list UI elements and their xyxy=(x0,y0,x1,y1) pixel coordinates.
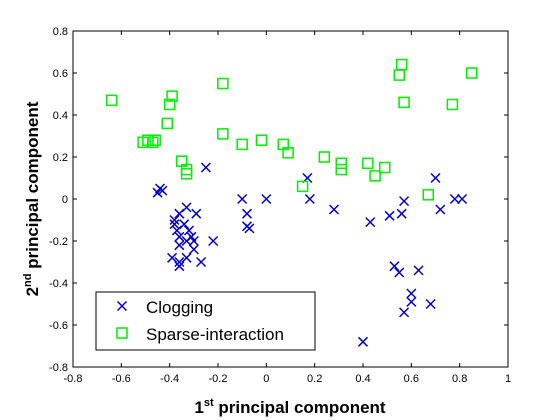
clogging-point xyxy=(181,202,192,213)
clogging-point xyxy=(328,204,340,215)
data-marks xyxy=(105,58,478,347)
legend-box xyxy=(95,291,316,351)
clogging-point xyxy=(425,298,436,310)
sparse-interaction-point xyxy=(466,67,478,79)
sparse-interaction-point xyxy=(318,151,331,163)
sparse-interaction-point xyxy=(335,163,347,176)
clogging-point xyxy=(188,235,199,247)
sparse-interaction-point xyxy=(282,147,294,159)
x-tick-label: -0.2 xyxy=(209,373,228,385)
x-tick-label: 0.6 xyxy=(404,373,419,385)
clogging-point xyxy=(357,336,369,347)
clogging-point xyxy=(208,235,219,247)
sparse-interaction-point xyxy=(379,161,391,174)
clogging-point xyxy=(457,193,468,205)
y-tick-label: -0.2 xyxy=(49,236,68,248)
y-tick-label: -0.4 xyxy=(49,278,68,290)
x-tick-label: 0 xyxy=(263,373,269,385)
clogging-point xyxy=(406,296,417,307)
clogging-point xyxy=(181,235,192,247)
clogging-point xyxy=(430,172,441,184)
y-tick-label: 0.2 xyxy=(53,152,68,164)
clogging-point xyxy=(399,307,410,318)
clogging-point xyxy=(171,225,182,236)
sparse-interaction-point xyxy=(163,98,176,111)
y-tick-label: 0.4 xyxy=(53,110,68,122)
clogging-point xyxy=(449,193,460,205)
sparse-interaction-point xyxy=(369,170,381,182)
clogging-point xyxy=(167,252,178,263)
sparse-interaction-point xyxy=(149,134,161,146)
sparse-interaction-point xyxy=(398,96,410,109)
clogging-point xyxy=(413,265,424,276)
clogging-point xyxy=(188,244,199,255)
y-tick-label: -0.6 xyxy=(49,320,68,332)
clogging-point xyxy=(389,261,400,272)
clogging-point xyxy=(406,288,417,299)
x-tick-label: -0.6 xyxy=(112,373,131,385)
sparse-interaction-point xyxy=(335,157,347,170)
sparse-interaction-point xyxy=(147,136,159,149)
sparse-interaction-point xyxy=(180,168,193,180)
clogging-point xyxy=(396,208,407,219)
clogging-point xyxy=(237,193,248,205)
clogging-point xyxy=(384,210,395,221)
clogging-point xyxy=(157,185,168,196)
legend-marker-clogging xyxy=(116,300,128,312)
legend-marker-sparse-interaction-glyph xyxy=(116,327,128,339)
legend-marker-sparse-interaction xyxy=(116,327,128,339)
clogging-point xyxy=(435,204,446,215)
x-tick-label: 0.2 xyxy=(307,373,322,385)
clogging-point xyxy=(169,219,180,230)
clogging-point xyxy=(399,196,410,207)
sparse-interaction-point xyxy=(166,90,178,102)
clogging-point xyxy=(174,261,185,272)
sparse-interaction-point xyxy=(105,94,118,107)
y-axis: -0.8 -0.6 -0.4 -0.2 0 0.2 0.4 0.6 0.8 xyxy=(49,26,508,374)
clogging-point xyxy=(365,217,376,228)
clogging-point xyxy=(174,240,185,251)
y-tick-label: 0.6 xyxy=(53,68,68,80)
clogging-point xyxy=(174,256,185,268)
legend-label-sparse-interaction: Sparse-interaction xyxy=(146,325,284,344)
sparse-interaction-point xyxy=(296,180,309,193)
clogging-point xyxy=(244,223,255,234)
clogging-point xyxy=(191,208,202,219)
sparse-interaction-point xyxy=(217,77,229,90)
sparse-interaction-point xyxy=(255,134,268,146)
y-axis-title: 2nd principal component xyxy=(22,101,42,296)
y-tick-label: -0.8 xyxy=(49,362,68,374)
clogging-point xyxy=(304,193,315,205)
y-tick-label: 0 xyxy=(62,194,68,206)
sparse-interaction-point xyxy=(422,189,434,201)
x-axis-title: 1st principal component xyxy=(194,397,385,417)
clogging-point xyxy=(196,256,207,268)
legend-label-clogging: Clogging xyxy=(146,298,213,317)
x-tick-label: 0.4 xyxy=(355,373,370,385)
x-tick-label: 1 xyxy=(505,373,511,385)
clogging-point xyxy=(200,162,211,173)
legend-marker-clogging-glyph xyxy=(116,300,128,312)
sparse-interaction-point xyxy=(161,117,173,130)
clogging-point xyxy=(169,214,180,226)
sparse-interaction-point xyxy=(446,98,459,111)
x-tick-label: -0.4 xyxy=(160,373,179,385)
y-tick-label: 0.8 xyxy=(53,26,68,38)
sparse-interaction-point xyxy=(217,128,229,140)
legend: Clogging Sparse-interaction xyxy=(95,291,316,351)
clogging-point xyxy=(181,252,192,263)
clogging-point xyxy=(174,231,185,242)
sparse-interaction-point xyxy=(395,58,408,71)
clogging-point xyxy=(394,267,405,278)
clogging-point xyxy=(241,208,253,219)
sparse-interaction-point xyxy=(236,138,248,151)
clogging-point xyxy=(183,225,195,236)
sparse-interaction-point xyxy=(362,157,374,170)
x-tick-label: -0.8 xyxy=(64,373,83,385)
x-tick-label: 0.8 xyxy=(452,373,467,385)
clogging-point xyxy=(261,193,272,205)
x-axis: -0.8 -0.6 -0.4 -0.2 0 0.2 0.4 0.6 0.8 1 xyxy=(64,31,511,385)
